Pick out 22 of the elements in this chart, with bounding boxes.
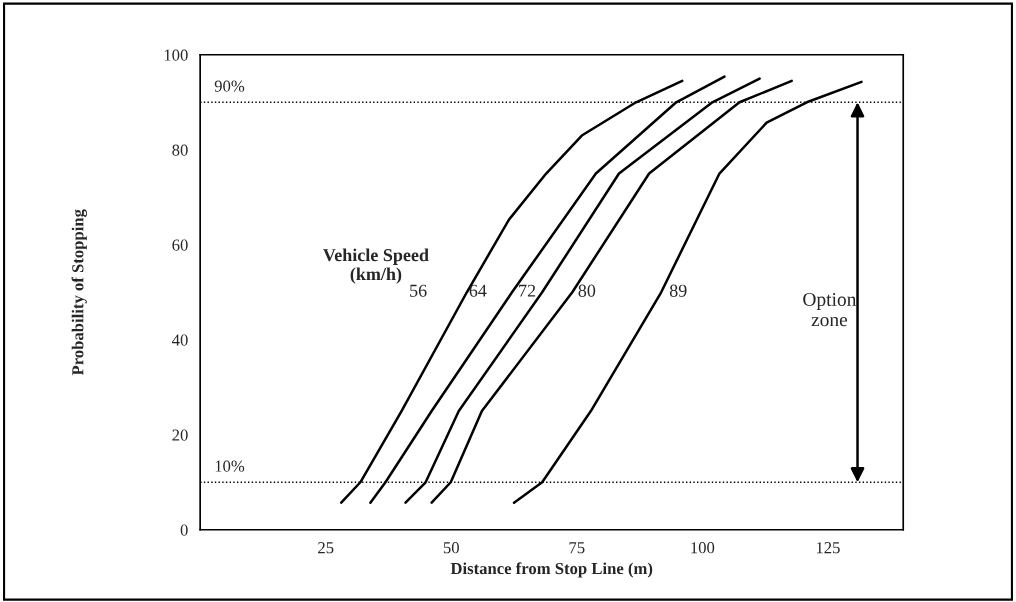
y-tick-label: 0	[180, 524, 188, 536]
annotation: 64	[469, 284, 487, 297]
y-tick-label: 80	[172, 144, 188, 156]
ref-line-label: 90%	[214, 80, 245, 92]
annotation: Vehicle Speed (km/h)	[323, 248, 429, 284]
y-tick-label: 40	[172, 334, 188, 346]
annotation: Option zone	[803, 292, 857, 327]
annotation: 89	[669, 284, 687, 297]
annotation: 72	[519, 284, 536, 297]
annotation: 56	[410, 284, 427, 297]
x-tick-label: 100	[691, 542, 715, 554]
y-axis-title: Probability of Stopping	[71, 209, 87, 376]
annotation: 80	[578, 284, 596, 297]
x-axis-title: Distance from Stop Line (m)	[450, 562, 653, 578]
ref-line-label: 10%	[215, 460, 245, 472]
x-tick-label: 50	[443, 542, 459, 554]
x-tick-label: 125	[816, 542, 840, 554]
y-tick-label: 100	[164, 49, 188, 61]
x-tick-label: 75	[569, 542, 585, 554]
y-tick-label: 20	[172, 429, 188, 441]
y-tick-label: 60	[172, 239, 188, 251]
x-tick-label: 25	[318, 542, 334, 554]
